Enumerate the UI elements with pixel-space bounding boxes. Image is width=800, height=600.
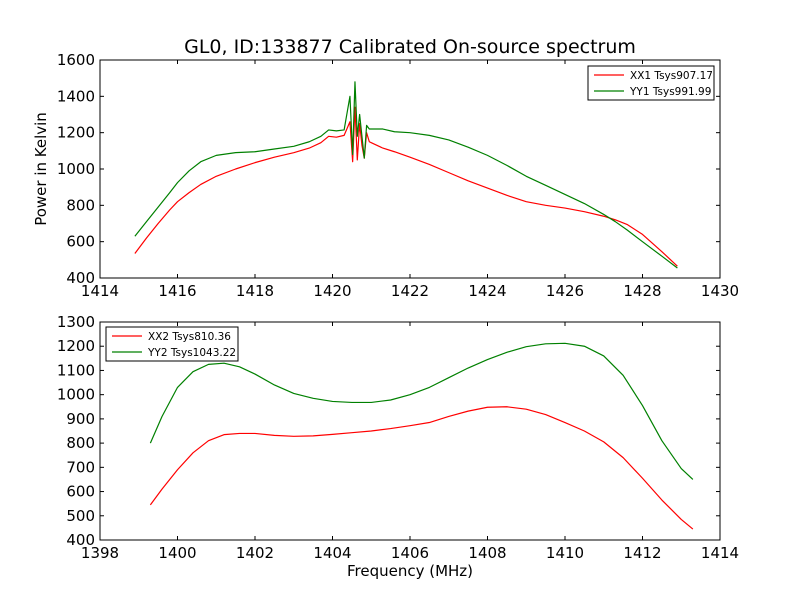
x-tick-label: 1410 — [546, 544, 584, 562]
x-tick-label: 1406 — [391, 544, 429, 562]
y-tick-label: 600 — [66, 233, 95, 251]
legend-box — [587, 65, 715, 101]
x-tick-label: 1428 — [623, 282, 661, 300]
y-tick-label: 1600 — [57, 51, 95, 69]
y-tick-label: 400 — [66, 531, 95, 549]
x-tick-label: 1430 — [701, 282, 739, 300]
series-line-xx2 — [149, 406, 694, 530]
series-line-yy2 — [149, 342, 694, 480]
y-tick-label: 800 — [66, 196, 95, 214]
legend: XX1 Tsys907.17 YY1 Tsys991.99 — [587, 65, 715, 101]
legend-entry: YY2 Tsys1043.22 — [147, 347, 236, 359]
y-tick-label: 1200 — [57, 124, 95, 142]
series-group — [149, 342, 694, 530]
y-tick-label: 1200 — [57, 337, 95, 355]
x-tick-label: 1400 — [158, 544, 196, 562]
x-tick-label: 1416 — [158, 282, 196, 300]
y-tick-label: 800 — [66, 434, 95, 452]
x-tick-label: 1420 — [313, 282, 351, 300]
y-tick-label: 600 — [66, 483, 95, 501]
legend-entry: XX2 Tsys810.36 — [148, 331, 231, 343]
y-tick-label: 900 — [66, 410, 95, 428]
series-line-yy1 — [134, 81, 678, 269]
x-tick-label: 1418 — [236, 282, 274, 300]
bottom-panel: 1398 1400 1402 1404 1406 1408 1410 1412 1414 400 5… — [57, 313, 739, 562]
y-tick-label: 1400 — [57, 87, 95, 105]
x-tick-label: 1424 — [468, 282, 506, 300]
legend-entry: XX1 Tsys907.17 — [630, 70, 713, 82]
y-tick-label: 1100 — [57, 361, 95, 379]
y-axis-label: Power in Kelvin — [32, 112, 50, 226]
legend-box — [105, 326, 239, 362]
y-tick-label: 1300 — [57, 313, 95, 331]
y-tick-label: 500 — [66, 507, 95, 525]
legend: XX2 Tsys810.36 YY2 Tsys1043.22 — [105, 326, 239, 362]
x-tick-label: 1408 — [468, 544, 506, 562]
series-line-xx1 — [134, 106, 678, 267]
x-axis-label: Frequency (MHz) — [347, 562, 473, 580]
y-tick-label: 1000 — [57, 386, 95, 404]
x-tick-label: 1412 — [623, 544, 661, 562]
x-tick-label: 1402 — [236, 544, 274, 562]
y-tick-label: 1000 — [57, 160, 95, 178]
x-tick-label: 1414 — [81, 282, 119, 300]
y-tick-label: 400 — [66, 269, 95, 287]
x-tick-label: 1414 — [701, 544, 739, 562]
legend-entry: YY1 Tsys991.99 — [629, 86, 711, 98]
x-tick-label: 1398 — [81, 544, 119, 562]
x-tick-label: 1422 — [391, 282, 429, 300]
top-panel: 1414 1416 1418 1420 1422 1424 1426 1428 1430 400 6… — [57, 51, 739, 300]
series-group — [134, 81, 678, 269]
figure-title: GL0, ID:133877 Calibrated On-source spec… — [184, 36, 636, 58]
y-tick-label: 700 — [66, 458, 95, 476]
x-tick-label: 1426 — [546, 282, 584, 300]
x-tick-label: 1404 — [313, 544, 351, 562]
